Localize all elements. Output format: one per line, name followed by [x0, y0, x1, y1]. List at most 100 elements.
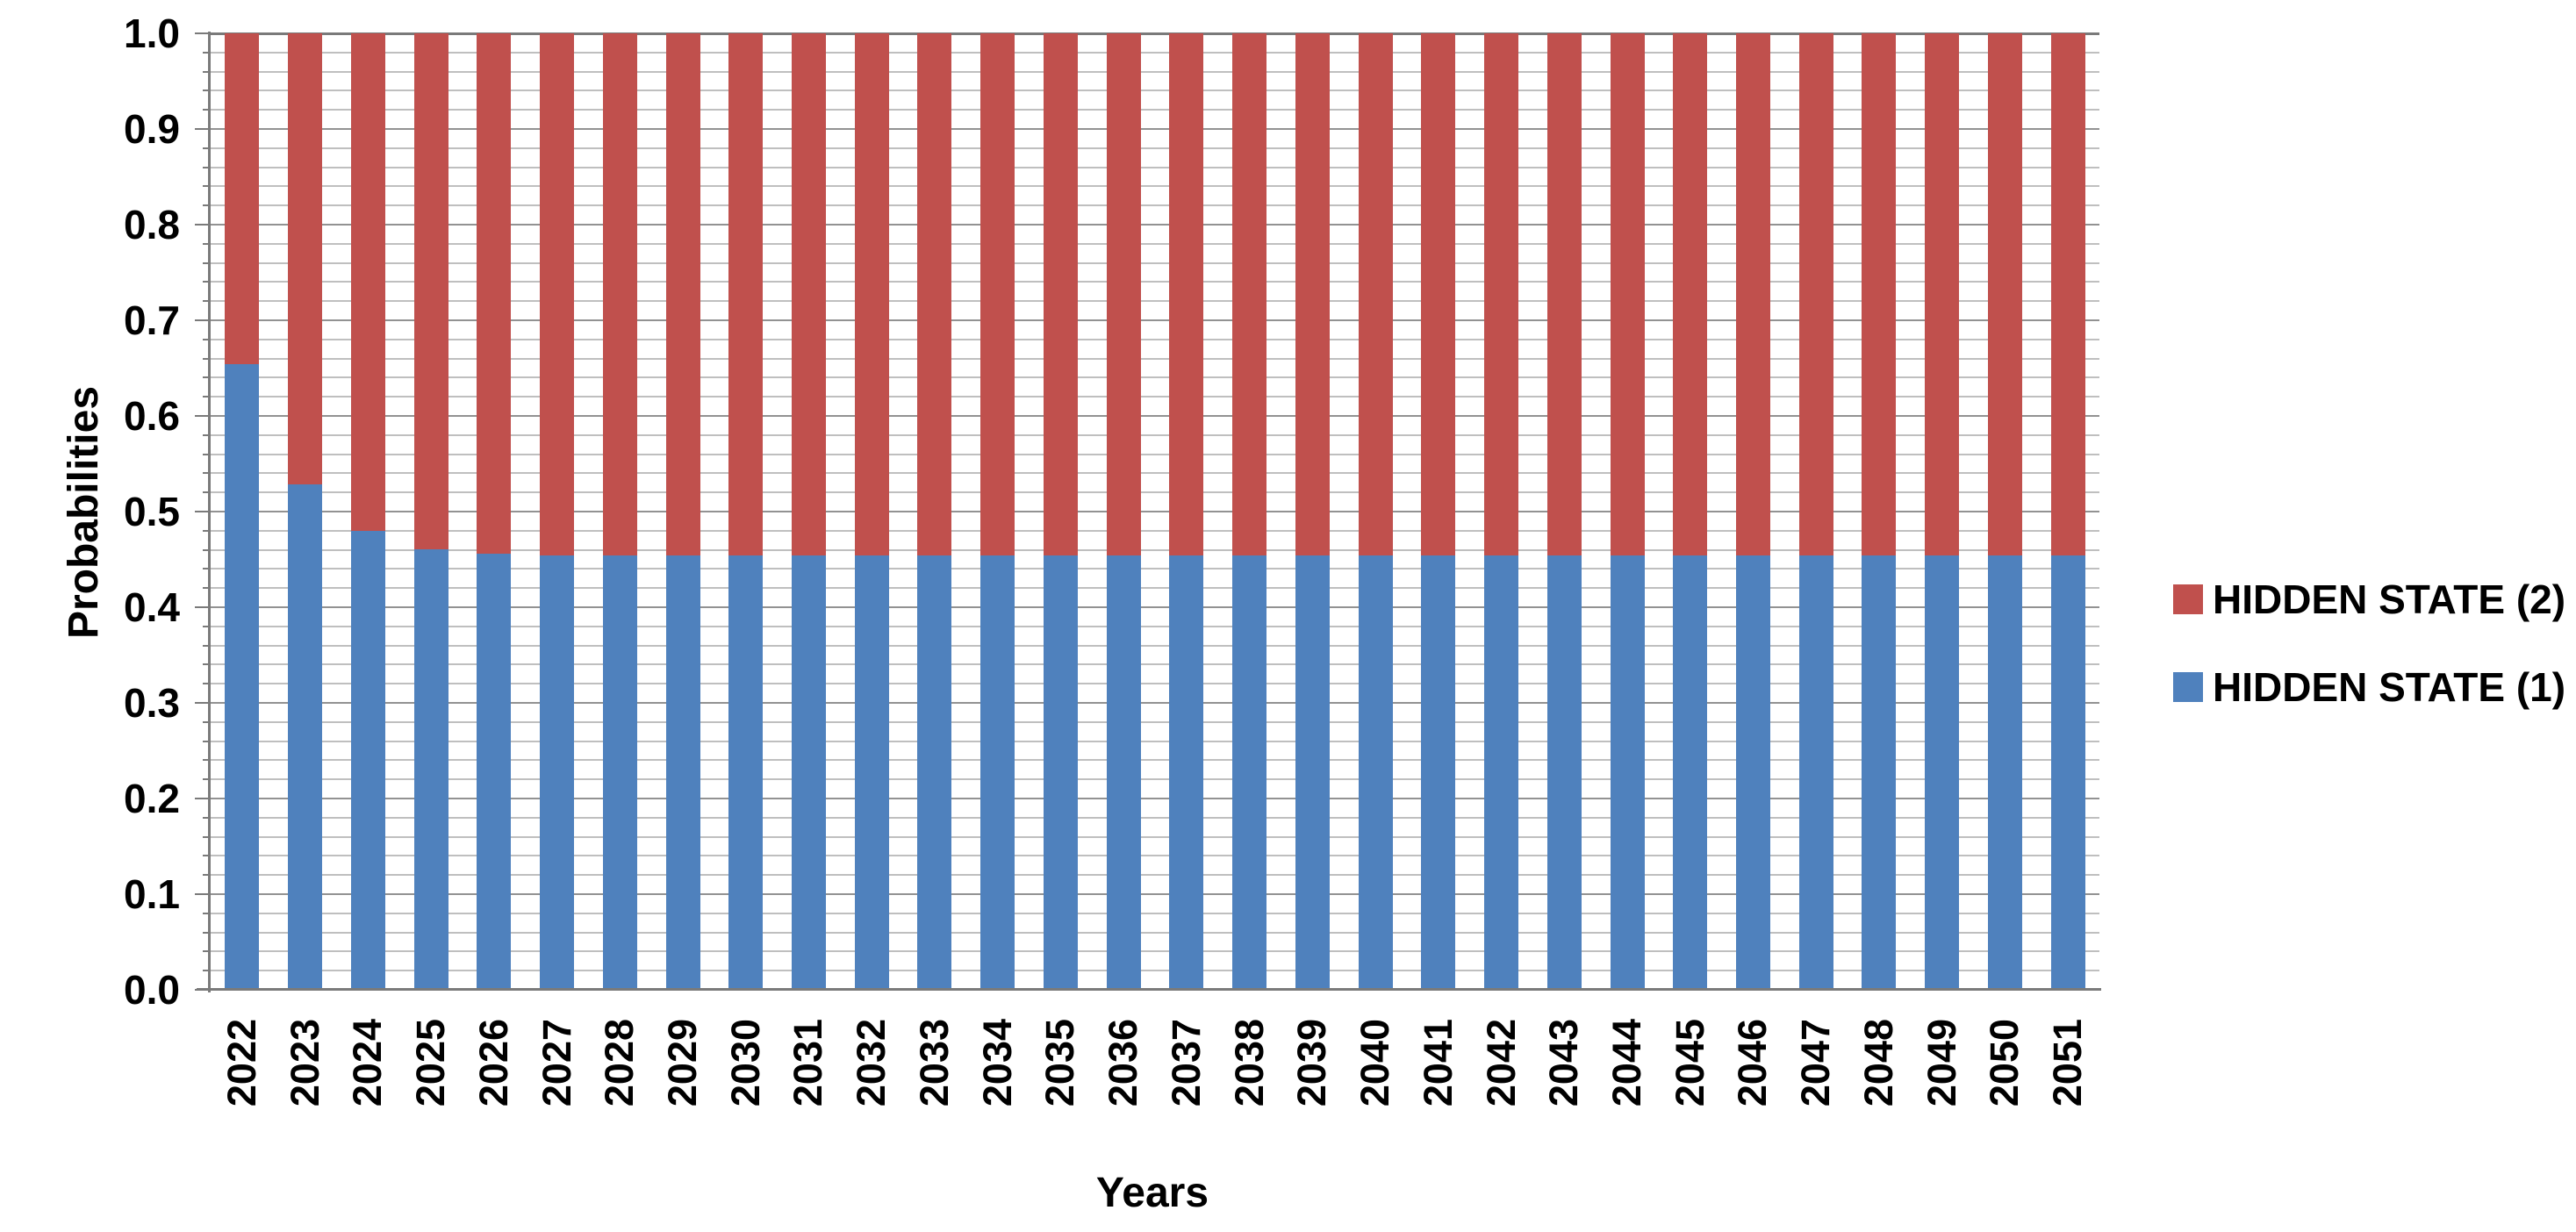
bar-segment-series-2: [350, 33, 385, 531]
x-tick-label: 2024: [345, 1019, 391, 1107]
y-minor-tick: [203, 300, 211, 303]
y-major-tick: [195, 798, 211, 799]
gridline-minor: [211, 51, 2099, 54]
gridline-minor: [211, 185, 2099, 188]
bar-segment-series-1: [1421, 555, 1456, 990]
gridline-minor: [211, 70, 2099, 73]
bar-segment-series-1: [917, 555, 952, 990]
y-minor-tick: [203, 816, 211, 819]
y-tick-label: 0.6: [124, 393, 180, 439]
gridline-major: [211, 415, 2099, 417]
x-tick-label: 2047: [1793, 1019, 1839, 1107]
gridline-minor: [211, 491, 2099, 494]
bar-segment-series-1: [1610, 555, 1645, 990]
x-tick-label: 2051: [2045, 1019, 2091, 1107]
bar-segment-series-2: [2050, 33, 2085, 556]
y-minor-tick: [203, 338, 211, 340]
gridline-minor: [211, 855, 2099, 857]
x-tick-label: 2042: [1478, 1019, 1524, 1107]
y-minor-tick: [203, 242, 211, 245]
y-major-tick: [195, 893, 211, 895]
bar-segment-series-1: [980, 555, 1015, 990]
gridline-minor: [211, 472, 2099, 475]
gridline-minor: [211, 204, 2099, 207]
y-minor-tick: [203, 357, 211, 360]
bar-segment-series-2: [980, 33, 1015, 556]
x-tick-label: 2040: [1353, 1019, 1398, 1107]
bar-segment-series-2: [917, 33, 952, 556]
y-tick-label: 0.0: [124, 967, 180, 1013]
gridline-minor: [211, 663, 2099, 666]
y-minor-tick: [203, 491, 211, 494]
gridline-minor: [211, 740, 2099, 742]
gridline-minor: [211, 166, 2099, 168]
gridline-minor: [211, 835, 2099, 838]
gridline-minor: [211, 90, 2099, 92]
y-tick-label: 0.5: [124, 489, 180, 534]
bar-segment-series-2: [854, 33, 889, 556]
y-minor-tick: [203, 663, 211, 666]
x-tick-label: 2050: [1982, 1019, 2027, 1107]
y-minor-tick: [203, 281, 211, 283]
bar-segment-series-2: [1735, 33, 1770, 556]
y-minor-tick: [203, 625, 211, 627]
gridline-minor: [211, 644, 2099, 647]
x-tick-label: 2046: [1730, 1019, 1776, 1107]
bar-segment-series-2: [791, 33, 826, 556]
bar-segment-series-1: [602, 555, 637, 990]
gridline-minor: [211, 109, 2099, 111]
gridline-minor: [211, 912, 2099, 914]
y-minor-tick: [203, 204, 211, 207]
y-minor-tick: [203, 472, 211, 475]
bar-segment-series-1: [350, 530, 385, 990]
legend-swatch-hidden-state-1: [2173, 672, 2203, 702]
gridline-minor: [211, 816, 2099, 819]
bar-segment-series-2: [413, 33, 448, 549]
y-tick-label: 0.4: [124, 584, 180, 630]
y-minor-tick: [203, 835, 211, 838]
x-tick-label: 2027: [534, 1019, 579, 1107]
y-minor-tick: [203, 759, 211, 762]
y-minor-tick: [203, 376, 211, 379]
bar-segment-series-2: [225, 33, 260, 365]
x-tick-label: 2025: [408, 1019, 454, 1107]
x-tick-label: 2045: [1667, 1019, 1712, 1107]
bar-segment-series-1: [1484, 555, 1519, 990]
x-tick-label: 2037: [1163, 1019, 1209, 1107]
x-tick-label: 2048: [1855, 1019, 1901, 1107]
bar-segment-series-1: [728, 555, 764, 990]
y-minor-tick: [203, 568, 211, 570]
y-minor-tick: [203, 587, 211, 590]
bar-segment-series-1: [1232, 555, 1267, 990]
bar-segment-series-2: [728, 33, 764, 556]
y-minor-tick: [203, 683, 211, 685]
gridline-minor: [211, 874, 2099, 877]
bar-segment-series-1: [1546, 555, 1582, 990]
y-tick-label: 0.7: [124, 297, 180, 343]
bar-segment-series-1: [1043, 555, 1078, 990]
gridline-minor: [211, 529, 2099, 532]
bar-segment-series-2: [1358, 33, 1393, 556]
y-major-tick: [195, 32, 211, 34]
gridline-major: [211, 893, 2099, 895]
bar-segment-series-1: [477, 553, 512, 990]
gridline-minor: [211, 396, 2099, 398]
gridline-major: [211, 128, 2099, 130]
x-tick-label: 2029: [660, 1019, 705, 1107]
y-minor-tick: [203, 109, 211, 111]
x-tick-label: 2038: [1226, 1019, 1272, 1107]
legend-item: HIDDEN STATE (2): [2173, 579, 2565, 620]
gridline-major: [211, 606, 2099, 608]
y-minor-tick: [203, 453, 211, 455]
legend-label: HIDDEN STATE (1): [2213, 664, 2566, 710]
bar-segment-series-1: [791, 555, 826, 990]
y-minor-tick: [203, 740, 211, 742]
bar-segment-series-2: [1546, 33, 1582, 556]
bar-segment-series-1: [1358, 555, 1393, 990]
gridline-minor: [211, 950, 2099, 953]
y-minor-tick: [203, 70, 211, 73]
y-minor-tick: [203, 720, 211, 723]
bar-segment-series-1: [1862, 555, 1897, 990]
y-minor-tick: [203, 90, 211, 92]
bar-segment-series-2: [665, 33, 700, 556]
